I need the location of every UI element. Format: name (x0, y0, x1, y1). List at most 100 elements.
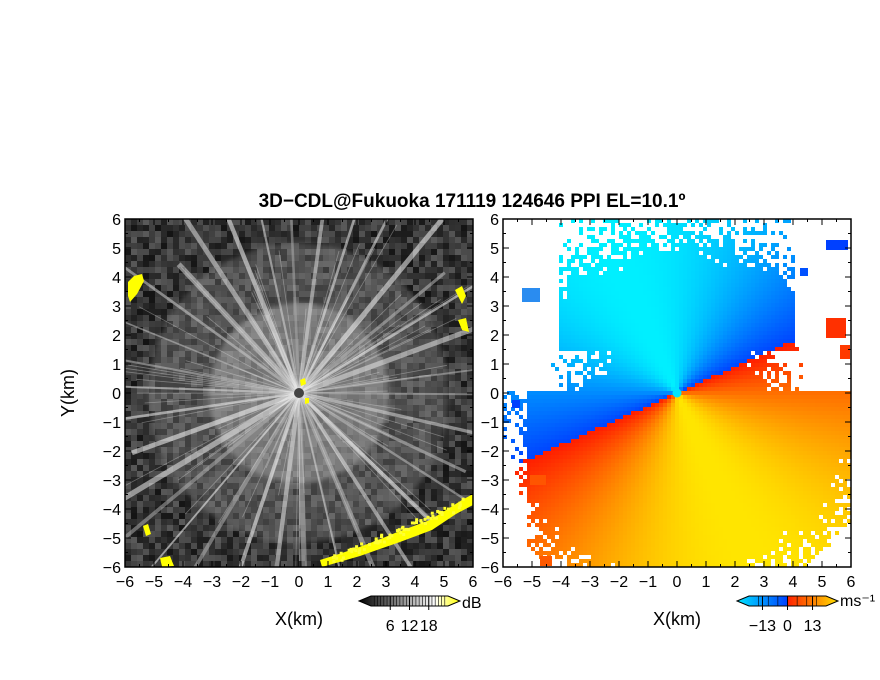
snr-noise-cell (401, 543, 407, 549)
velocity-pixel (623, 235, 627, 239)
velocity-pixel (595, 307, 599, 311)
velocity-pixel (639, 275, 643, 279)
velocity-pixel (611, 219, 615, 223)
velocity-pixel (675, 303, 679, 307)
snr-noise-cell (281, 225, 287, 231)
snr-noise-cell (443, 351, 449, 357)
velocity-pixel (703, 263, 707, 267)
snr-noise-cell (197, 561, 203, 567)
snr-noise-cell (449, 303, 455, 309)
snr-noise-cell (263, 225, 269, 231)
snr-noise-cell (443, 495, 449, 501)
snr-noise-cell (413, 555, 419, 561)
velocity-pixel (715, 275, 719, 279)
snr-noise-cell (461, 471, 467, 477)
velocity-pixel (771, 323, 775, 327)
velocity-pixel (587, 263, 591, 267)
velocity-pixel (703, 311, 707, 315)
velocity-pixel (615, 295, 619, 299)
snr-fine-ray (298, 325, 426, 394)
snr-noise-cell (167, 483, 173, 489)
velocity-pixel (663, 243, 667, 247)
snr-noise-cell (221, 231, 227, 237)
velocity-pixel (695, 243, 699, 247)
velocity-pixel (755, 259, 759, 263)
velocity-pixel (635, 299, 639, 303)
snr-noise-cell (323, 225, 329, 231)
snr-noise-cell (305, 237, 311, 243)
snr-noise-cell (407, 555, 413, 561)
snr-noise-cell (383, 249, 389, 255)
snr-noise-cell (431, 243, 437, 249)
snr-echo-pixel (339, 551, 343, 555)
snr-echo-pixel (423, 522, 427, 526)
velocity-pixel (631, 263, 635, 267)
snr-noise-cell (455, 327, 461, 333)
velocity-pixel (727, 311, 731, 315)
x-tick-label: 1 (324, 574, 333, 591)
velocity-pixel (671, 271, 675, 275)
snr-noise-cell (137, 387, 143, 393)
snr-noise-cell (173, 549, 179, 555)
snr-noise-cell (131, 339, 137, 345)
snr-noise-cell (437, 321, 443, 327)
snr-noise-cell (305, 219, 311, 225)
snr-noise-cell (143, 507, 149, 513)
snr-noise-cell (245, 219, 251, 225)
snr-fine-ray (298, 392, 393, 438)
snr-noise-cell (179, 525, 185, 531)
snr-noise-cell (455, 387, 461, 393)
snr-noise-cell (125, 471, 131, 477)
velocity-pixel (611, 263, 615, 267)
snr-noise-cell (263, 219, 269, 225)
snr-echo-pixel (436, 509, 440, 513)
velocity-pixel (647, 295, 651, 299)
snr-noise-cell (131, 483, 137, 489)
snr-noise-cell (449, 225, 455, 231)
velocity-pixel (563, 287, 567, 291)
velocity-pixel (703, 283, 707, 287)
velocity-pixel (743, 299, 747, 303)
snr-noise-cell (137, 489, 143, 495)
snr-beam-ray (298, 391, 467, 474)
snr-noise-cell (215, 519, 221, 525)
snr-noise-cell (179, 285, 185, 291)
snr-echo-pixel (335, 556, 339, 560)
velocity-pixel (683, 299, 687, 303)
velocity-pixel (635, 239, 639, 243)
velocity-pixel (567, 275, 571, 279)
velocity-pixel (715, 255, 719, 259)
velocity-pixel (751, 243, 755, 247)
snr-noise-cell (437, 261, 443, 267)
snr-noise-cell (407, 249, 413, 255)
snr-noise-cell (167, 243, 173, 249)
snr-noise-cell (209, 549, 215, 555)
velocity-pixel (567, 239, 571, 243)
snr-fine-ray (298, 346, 361, 394)
velocity-pixel (659, 283, 663, 287)
velocity-pixel (755, 315, 759, 319)
velocity-pixel (703, 271, 707, 275)
snr-noise-cell (257, 219, 263, 225)
snr-fine-ray (298, 392, 300, 567)
velocity-pixel (715, 307, 719, 311)
velocity-pixel (587, 227, 591, 231)
velocity-pixel (739, 307, 743, 311)
snr-fine-ray (298, 392, 402, 410)
velocity-pixel (651, 279, 655, 283)
velocity-pixel (575, 247, 579, 251)
snr-noise-cell (425, 477, 431, 483)
velocity-pixel (767, 267, 771, 271)
snr-noise-cell (239, 549, 245, 555)
snr-noise-cell (131, 549, 137, 555)
velocity-pixel (703, 323, 707, 327)
velocity-pixel (727, 239, 731, 243)
snr-noise-cell (179, 561, 185, 567)
snr-noise-cell (383, 261, 389, 267)
snr-noise-cell (467, 447, 473, 453)
snr-noise-cell (209, 519, 215, 525)
velocity-pixel (647, 275, 651, 279)
velocity-pixel (683, 235, 687, 239)
snr-noise-cell (149, 315, 155, 321)
velocity-pixel (679, 295, 683, 299)
